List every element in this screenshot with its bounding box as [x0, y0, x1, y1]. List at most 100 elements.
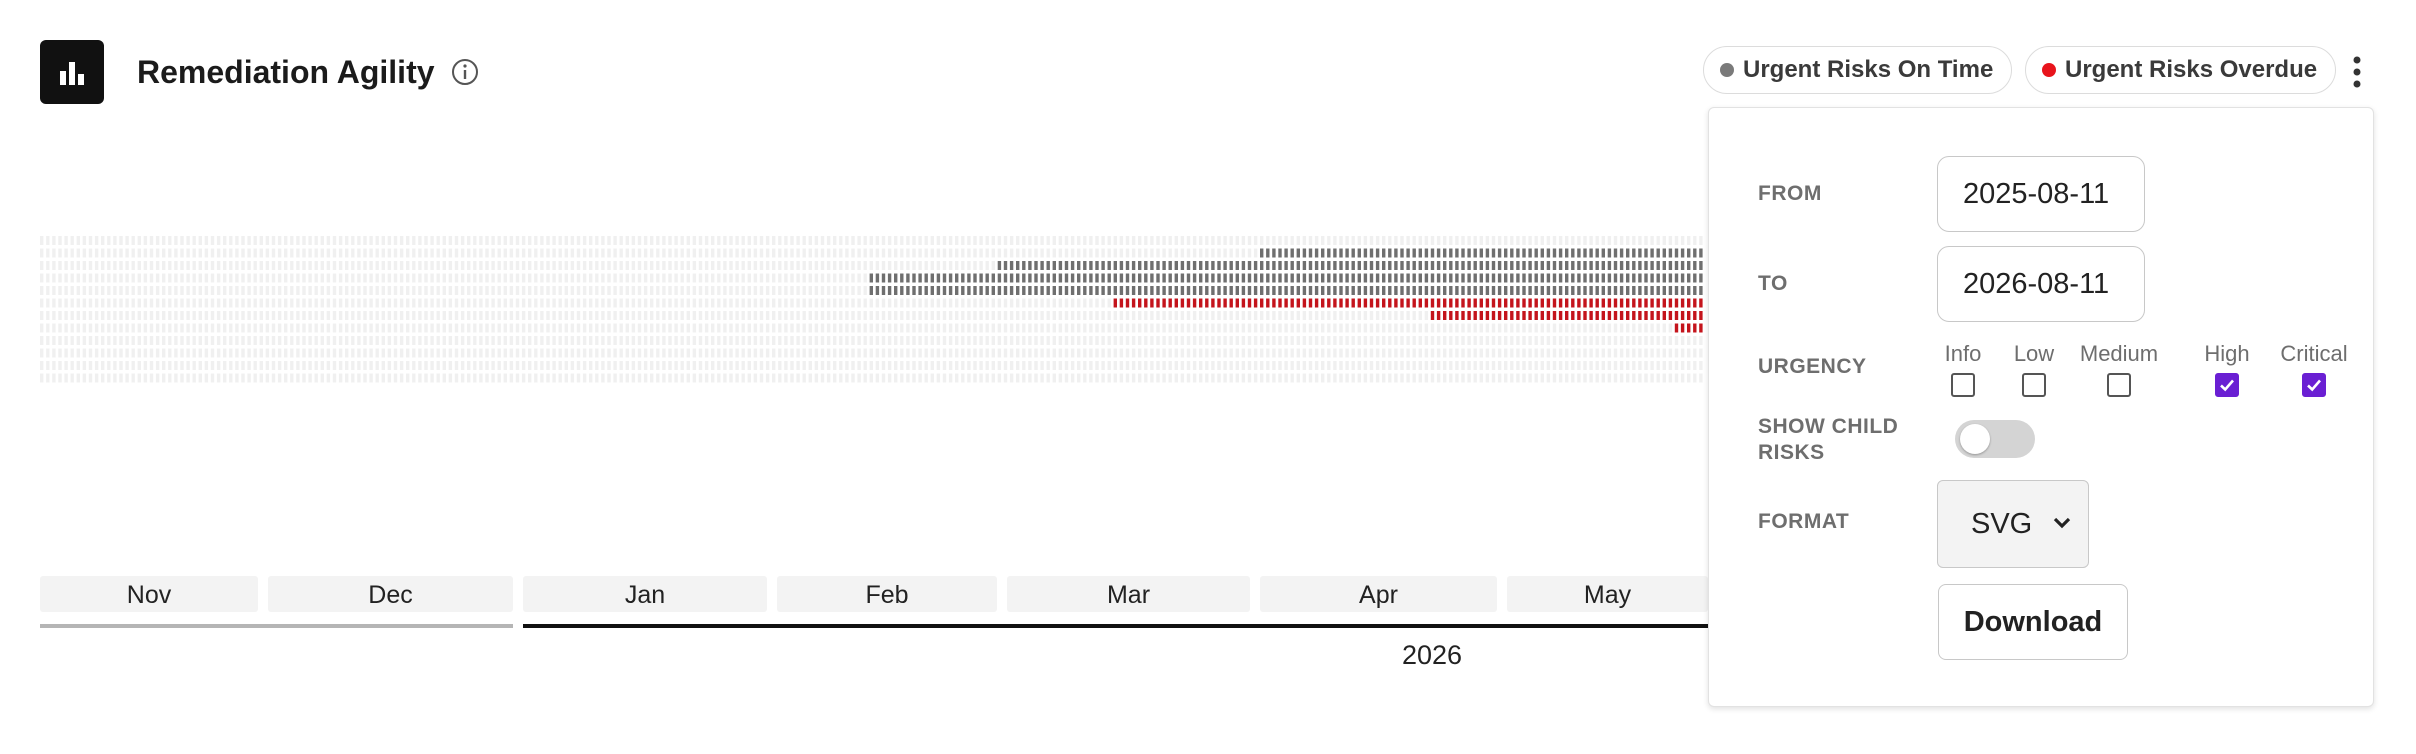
heatmap-cell [973, 348, 977, 358]
heatmap-cell [564, 348, 568, 358]
heatmap-cell [88, 373, 93, 383]
heatmap-cell [216, 236, 221, 245]
heatmap-cell [802, 311, 806, 320]
heatmap-cell [704, 236, 709, 245]
heatmap-cell [1089, 298, 1093, 308]
heatmap-cell [1174, 311, 1178, 320]
heatmap-cell [76, 248, 80, 258]
heatmap-cell [650, 336, 654, 345]
heatmap-cell [1522, 361, 1526, 370]
heatmap-cell [1308, 311, 1313, 320]
heatmap-cell [1424, 373, 1429, 383]
heatmap-cell [94, 273, 99, 283]
heatmap-cell [772, 248, 776, 258]
heatmap-cell [1272, 361, 1276, 370]
from-date-input[interactable] [1937, 156, 2145, 232]
heatmap-cell [406, 261, 410, 270]
to-date-input[interactable] [1937, 246, 2145, 322]
heatmap-cell [64, 311, 68, 320]
heatmap-cell [765, 261, 770, 270]
heatmap-cell [723, 361, 727, 370]
heatmap-cell [595, 323, 599, 333]
urgency-info-checkbox[interactable] [1951, 373, 1975, 397]
heatmap-cell [936, 261, 941, 270]
heatmap-cell [912, 323, 916, 333]
heatmap-cell [137, 236, 141, 245]
heatmap-cell [1284, 336, 1288, 345]
heatmap-cell [1443, 273, 1447, 283]
heatmap-cell [1217, 298, 1221, 308]
heatmap-cell [46, 311, 50, 320]
legend-overdue[interactable]: Urgent Risks Overdue [2025, 46, 2337, 94]
info-icon[interactable] [450, 57, 480, 87]
heatmap-cell [1546, 373, 1551, 383]
heatmap-cell [509, 298, 514, 308]
show-child-risks-toggle[interactable] [1955, 420, 2035, 458]
heatmap-cell [1461, 236, 1465, 245]
heatmap-cell [1119, 236, 1124, 245]
month-label: May [1584, 581, 1632, 609]
urgency-option-low[interactable]: Low [2009, 341, 2059, 397]
heatmap-cell [271, 261, 276, 270]
heatmap-cell [406, 286, 410, 295]
more-vertical-icon[interactable] [2345, 52, 2369, 92]
heatmap-cell [1565, 336, 1569, 345]
heatmap-cell [381, 311, 385, 320]
heatmap-cell [1534, 373, 1538, 383]
urgency-option-high[interactable]: High [2197, 341, 2257, 397]
urgency-critical-checkbox[interactable] [2302, 373, 2326, 397]
heatmap-cell [442, 323, 446, 333]
heatmap-cell [521, 261, 526, 270]
heatmap-cell [381, 373, 385, 383]
heatmap-cell [1522, 273, 1526, 283]
urgency-low-checkbox[interactable] [2022, 373, 2046, 397]
heatmap-cell [851, 286, 855, 295]
heatmap-cell [1260, 311, 1264, 320]
heatmap-cell [1235, 236, 1239, 245]
format-select[interactable]: SVG [1937, 480, 2089, 568]
heatmap-cell [1638, 361, 1642, 370]
heatmap-cell [729, 236, 733, 245]
heatmap-cell [1107, 286, 1111, 295]
heatmap-cell [820, 273, 825, 283]
heatmap-cell [875, 348, 880, 358]
to-label: TO [1758, 272, 1788, 295]
heatmap-cell [1644, 248, 1648, 258]
heatmap-cell [1119, 261, 1124, 270]
urgency-high-checkbox[interactable] [2215, 373, 2239, 397]
heatmap-cell [808, 261, 812, 270]
heatmap-cell [1644, 373, 1648, 383]
heatmap-cell [1455, 298, 1459, 308]
heatmap-cell [113, 273, 117, 283]
urgency-option-info[interactable]: Info [1938, 341, 1988, 397]
heatmap-cell [826, 236, 831, 245]
heatmap-cell [521, 236, 526, 245]
heatmap-cell [881, 298, 886, 308]
heatmap-cell [1412, 323, 1416, 333]
heatmap-cell [351, 236, 355, 245]
heatmap-cell [1504, 373, 1508, 383]
heatmap-cell [912, 336, 916, 345]
download-button[interactable]: Download [1938, 584, 2128, 660]
legend-on-time[interactable]: Urgent Risks On Time [1703, 46, 2013, 94]
heatmap-cell [436, 286, 440, 295]
heatmap-cell [107, 323, 111, 333]
heatmap-cell [1430, 236, 1435, 245]
heatmap-cell [351, 336, 355, 345]
urgency-option-medium[interactable]: Medium [2074, 341, 2164, 397]
heatmap-cell [1260, 323, 1264, 333]
heatmap-cell [1095, 298, 1099, 308]
heatmap-cell [637, 248, 642, 258]
heatmap-cell [1479, 348, 1483, 358]
heatmap-cell [1571, 336, 1575, 345]
heatmap-cell [314, 336, 318, 345]
heatmap-cell [1632, 236, 1636, 245]
urgency-medium-checkbox[interactable] [2107, 373, 2131, 397]
heatmap-cell [1558, 261, 1563, 270]
urgency-option-critical[interactable]: Critical [2272, 341, 2356, 397]
heatmap-cell [1388, 273, 1392, 283]
heatmap-cell [1418, 348, 1422, 358]
chevron-down-icon [2053, 517, 2071, 529]
heatmap-cell [1131, 311, 1136, 320]
heatmap-cell [881, 336, 886, 345]
